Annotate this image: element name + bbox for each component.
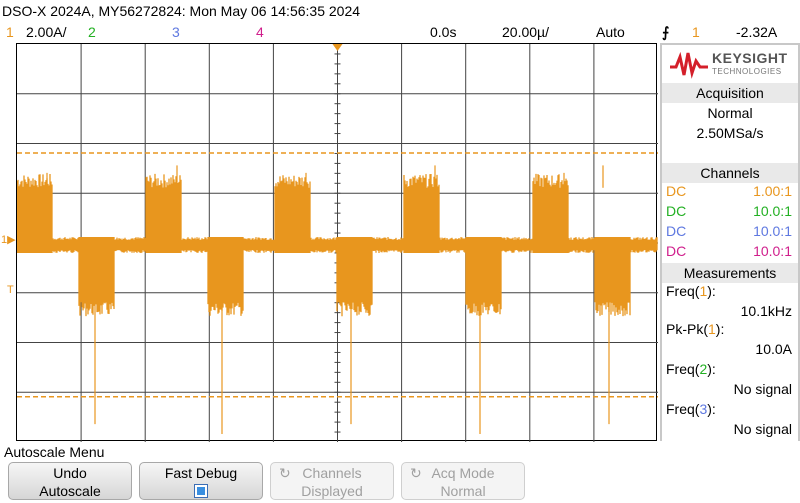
ch1-ground-marker[interactable]: 1▶	[1, 234, 16, 246]
trigger-edge-icon: ⨍	[662, 24, 670, 40]
channel-bar: 1 2.00A/ 2 3 4 0.0s 20.00µ/ Auto ⨍ 1 -2.…	[0, 22, 800, 42]
brand-name: KEYSIGHT	[712, 50, 788, 66]
meas-freq1-value: 10.1kHz	[740, 303, 792, 319]
channel-row[interactable]: DC 10.0:1	[666, 203, 792, 219]
info-panel: KEYSIGHT TECHNOLOGIES Acquisition Normal…	[660, 43, 800, 441]
acq-rate: 2.50MSa/s	[696, 125, 764, 141]
acquisition-box: Normal 2.50MSa/s	[662, 103, 798, 163]
channel-row[interactable]: DC 10.0:1	[666, 243, 792, 259]
channels-displayed-button[interactable]: ↻ Channels Displayed	[270, 462, 394, 500]
fast-debug-button[interactable]: Fast Debug	[139, 462, 263, 500]
channel-row[interactable]: DC 10.0:1	[666, 223, 792, 239]
meas-freq1-label: Freq(1):	[666, 283, 716, 299]
trigger-source[interactable]: 1	[692, 24, 700, 40]
measurements-box: Freq(1): 10.1kHz Pk-Pk(1): 10.0A Freq(2)…	[662, 283, 798, 441]
ch2-number[interactable]: 2	[88, 24, 96, 40]
channel-row[interactable]: DC 1.00:1	[666, 183, 792, 199]
keysight-wave-icon	[670, 51, 708, 79]
meas-pkpk-label: Pk-Pk(1):	[666, 321, 725, 337]
time-scale[interactable]: 20.00µ/	[502, 24, 549, 40]
trigger-position-marker	[332, 44, 343, 51]
menu-title: Autoscale Menu	[4, 444, 105, 460]
ch1-number[interactable]: 1	[6, 24, 14, 40]
brand-sub: TECHNOLOGIES	[712, 67, 782, 76]
meas-pkpk-value: 10.0A	[755, 341, 792, 357]
meas-freq2-value: No signal	[733, 381, 792, 397]
checkbox-icon	[194, 484, 208, 498]
rotate-icon: ↻	[279, 465, 291, 481]
window-title: DSO-X 2024A, MY56272824: Mon May 06 14:5…	[2, 3, 361, 19]
ch3-number[interactable]: 3	[172, 24, 180, 40]
channels-box: DC 1.00:1 DC 10.0:1 DC 10.0:1 DC 10.0:1	[662, 183, 798, 263]
time-delay[interactable]: 0.0s	[430, 24, 457, 40]
meas-freq2-label: Freq(2):	[666, 361, 716, 377]
measurements-header[interactable]: Measurements	[662, 263, 798, 283]
meas-freq3-value: No signal	[733, 421, 792, 437]
graticule	[17, 44, 658, 442]
trigger-level-marker[interactable]: T	[7, 284, 14, 296]
channels-header[interactable]: Channels	[662, 163, 798, 183]
ch4-number[interactable]: 4	[256, 24, 264, 40]
ch1-waveform	[17, 173, 658, 317]
rotate-icon: ↻	[410, 465, 422, 481]
meas-freq3-label: Freq(3):	[666, 401, 716, 417]
acquisition-header[interactable]: Acquisition	[662, 83, 798, 103]
acq-mode: Normal	[707, 105, 753, 121]
keysight-logo: KEYSIGHT TECHNOLOGIES	[662, 45, 798, 83]
undo-autoscale-button[interactable]: Undo Autoscale	[8, 462, 132, 500]
ch1-scale[interactable]: 2.00A/	[26, 24, 67, 40]
waveform-display[interactable]	[16, 43, 658, 442]
acq-mode-button[interactable]: ↻ Acq Mode Normal	[401, 462, 525, 500]
trigger-level[interactable]: -2.32A	[736, 24, 778, 40]
trigger-mode[interactable]: Auto	[596, 24, 625, 40]
